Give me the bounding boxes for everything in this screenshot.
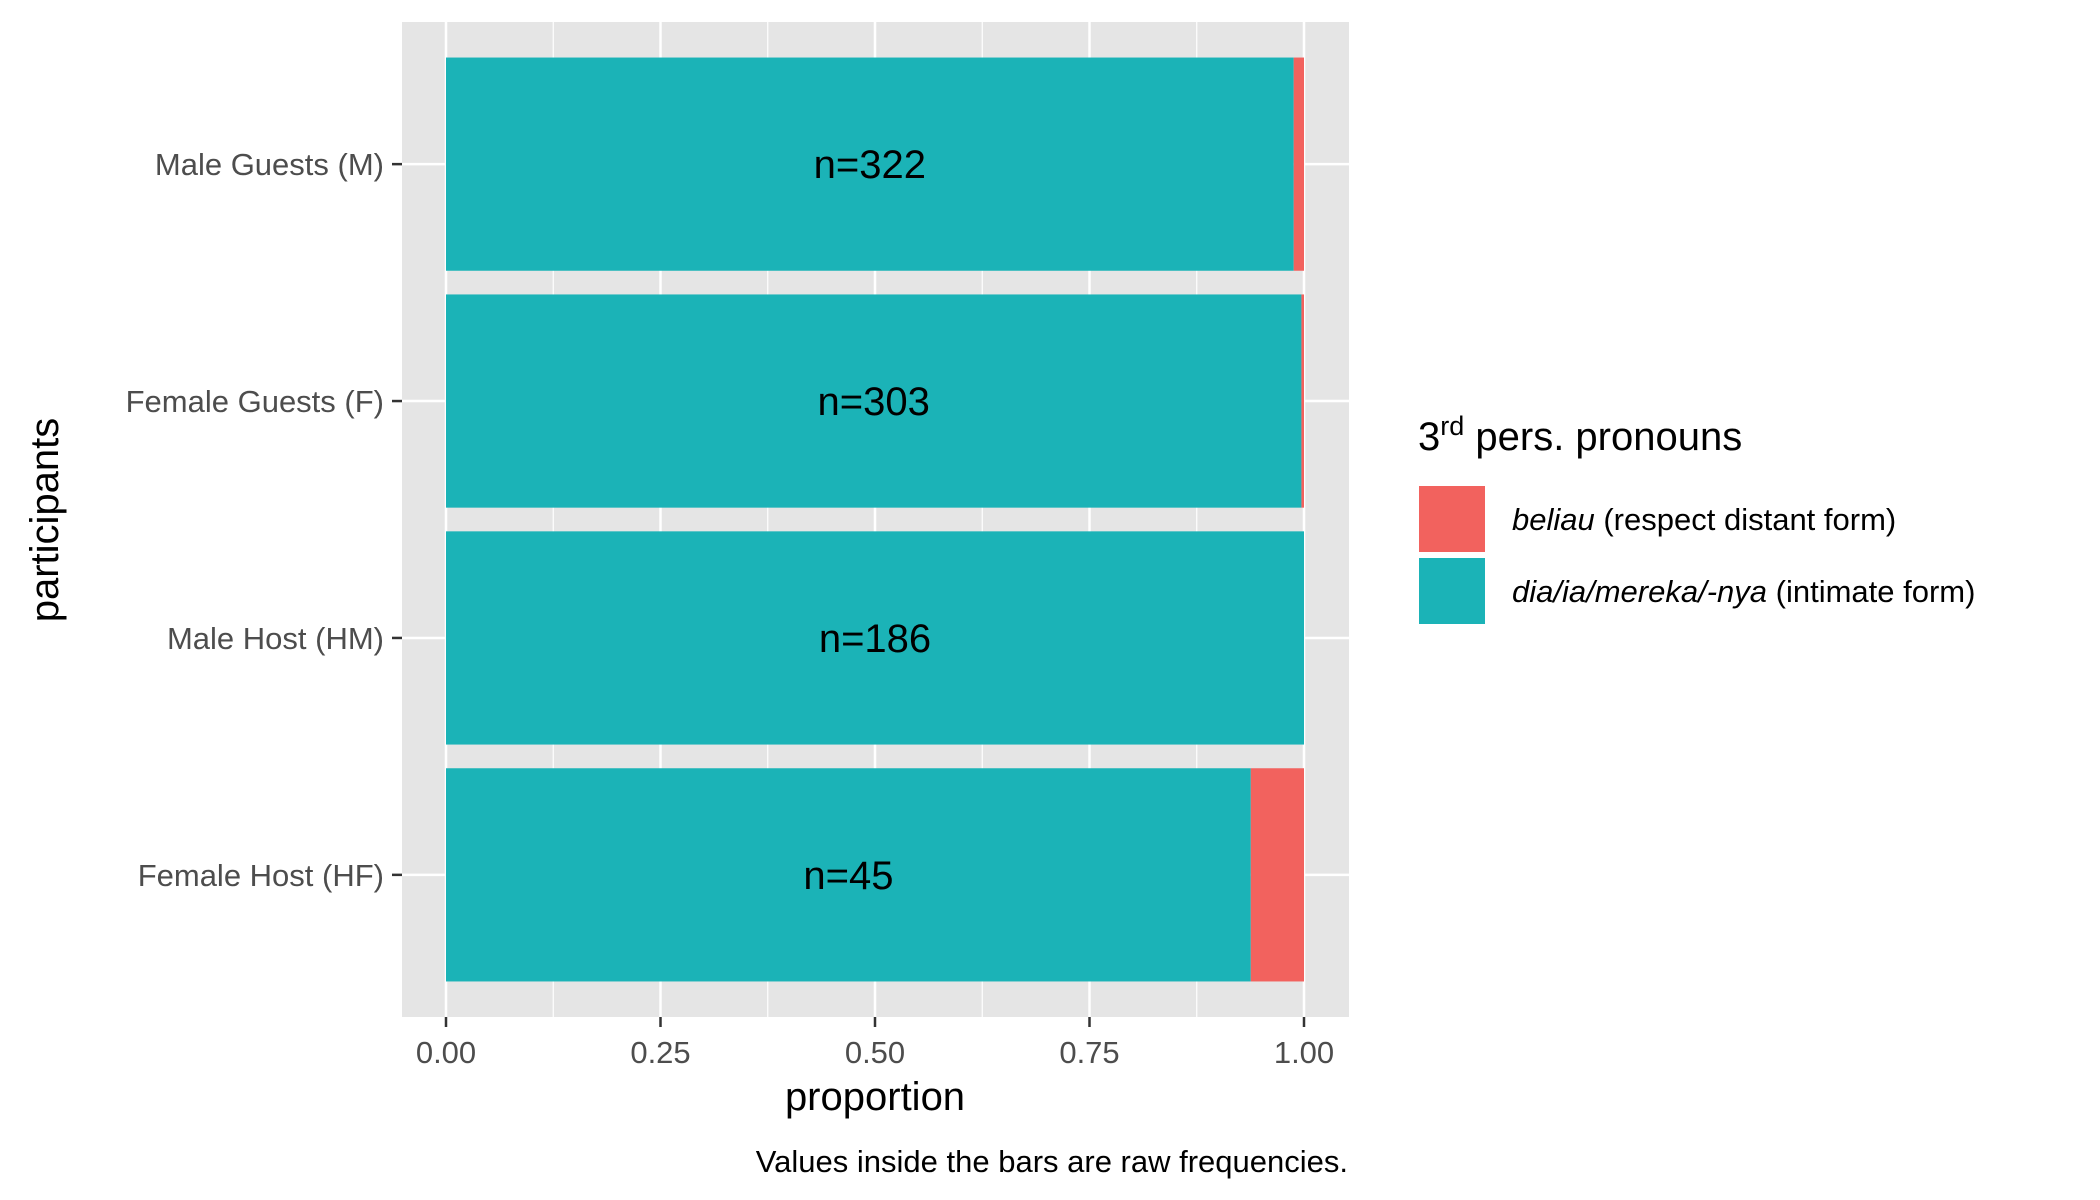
legend-title-main: 3 (1418, 415, 1440, 459)
x-tick-label: 1.00 (1274, 1035, 1334, 1070)
y-tick-label: Female Guests (F) (126, 384, 384, 419)
legend-label-beliau: beliau (respect distant form) (1512, 502, 1896, 537)
bars (446, 57, 1304, 982)
y-axis: Male Guests (M) Female Guests (F) Male Hos… (126, 147, 402, 893)
x-axis-title: proportion (785, 1075, 965, 1119)
y-tick-label: Male Host (HM) (167, 621, 384, 656)
x-tick-label: 0.75 (1059, 1035, 1119, 1070)
bar-segment-intimate (446, 294, 1302, 508)
legend: 3rd pers. pronouns beliau (respect dista… (1417, 411, 1975, 626)
bar-segment-beliau (1301, 294, 1304, 508)
bar-label: n=322 (814, 143, 926, 187)
y-tick-label: Male Guests (M) (155, 147, 384, 182)
bar-segment-intimate (446, 531, 1304, 745)
legend-key-intimate (1417, 556, 1487, 626)
bar-segment-intimate (446, 768, 1251, 982)
bar-segment-beliau (1293, 57, 1304, 271)
legend-label-intimate: dia/ia/mereka/-nya (intimate form) (1512, 574, 1975, 609)
x-tick-label: 0.25 (630, 1035, 690, 1070)
bar-label: n=303 (818, 380, 930, 424)
x-axis: 0.00 0.25 0.50 0.75 1.00 (416, 1017, 1334, 1070)
bar-label: n=45 (803, 854, 893, 898)
legend-title: 3rd pers. pronouns (1418, 411, 1742, 459)
legend-title-sup: rd (1440, 411, 1464, 441)
y-tick-label: Female Host (HF) (138, 858, 384, 893)
bar-labels: n=322 n=303 n=186 n=45 (803, 143, 931, 898)
chart-caption: Values inside the bars are raw frequenci… (756, 1144, 1348, 1179)
legend-title-rest: pers. pronouns (1464, 415, 1742, 459)
bar-segment-beliau (1250, 768, 1304, 982)
legend-key-beliau (1417, 484, 1487, 554)
y-axis-title: participants (23, 418, 67, 623)
x-tick-label: 0.50 (845, 1035, 905, 1070)
x-tick-label: 0.00 (416, 1035, 476, 1070)
bar-segment-intimate (446, 57, 1294, 271)
bar-label: n=186 (819, 617, 931, 661)
